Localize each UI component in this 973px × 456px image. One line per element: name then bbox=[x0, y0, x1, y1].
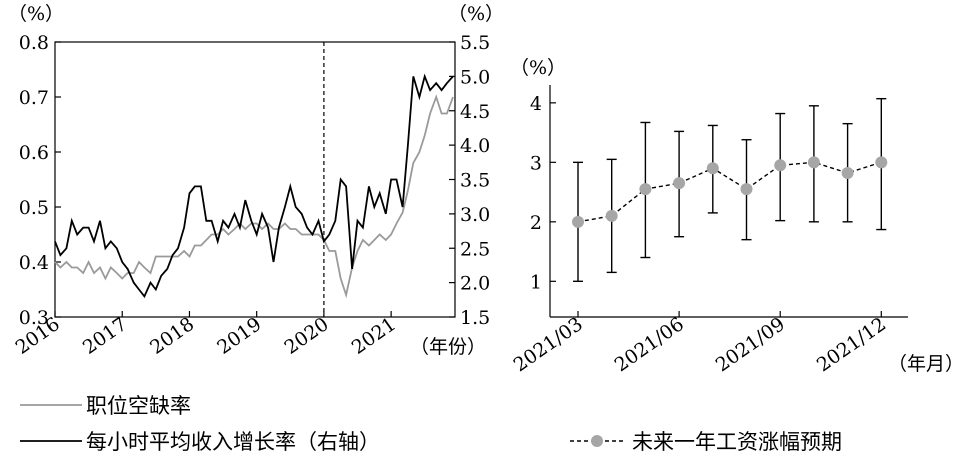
legend-expectation: 未来一年工资涨幅预期 bbox=[570, 430, 842, 454]
expectation-point bbox=[774, 159, 787, 172]
left-x-tick-label: 2017 bbox=[79, 313, 131, 359]
left-y-tick-label: 0.7 bbox=[19, 87, 49, 109]
wage-expectation-line bbox=[577, 161, 882, 223]
expectation-point bbox=[875, 156, 888, 169]
right-chart-y-tick-label: 2 bbox=[530, 212, 542, 234]
left-x-tick-label: 2018 bbox=[146, 313, 198, 359]
right-axis-unit: （%） bbox=[448, 3, 504, 25]
vacancy-rate-line bbox=[54, 94, 454, 299]
legend-vacancy: 职位空缺率 bbox=[20, 394, 191, 418]
expectation-point bbox=[673, 177, 686, 190]
right-y-tick-label: 5.5 bbox=[460, 32, 490, 54]
expectation-point bbox=[572, 215, 584, 228]
left-x-axis-label: （年份） bbox=[410, 336, 486, 358]
left-axis-unit: （%） bbox=[8, 3, 64, 25]
right-y-tick-label: 2.5 bbox=[460, 238, 490, 260]
right-y-tick-label: 3.5 bbox=[460, 170, 490, 192]
legend-vacancy-label: 职位空缺率 bbox=[86, 394, 191, 418]
right-y-tick-label: 4.0 bbox=[460, 135, 490, 157]
expectation-point bbox=[807, 156, 820, 169]
left-x-tick-label: 2020 bbox=[281, 313, 333, 359]
left-chart: 0.3 0.4 0.5 0.6 0.7 0.8 1.5 2.0 2.5 3.0 3.5 4.0 4.5… bbox=[8, 3, 504, 359]
right-chart-x-tick-label: 2021/03 bbox=[510, 313, 587, 376]
right-y-tick-label: 2.0 bbox=[460, 273, 490, 295]
right-y-tick-label: 5.0 bbox=[460, 66, 490, 88]
wage-growth-line bbox=[54, 73, 454, 299]
left-y-tick-label: 0.3 bbox=[19, 307, 49, 329]
expectation-point bbox=[706, 162, 719, 175]
legend-expectation-label: 未来一年工资涨幅预期 bbox=[632, 430, 842, 454]
right-y-tick-label: 1.5 bbox=[460, 307, 490, 329]
left-y-tick-label: 0.6 bbox=[19, 142, 49, 164]
left-x-tick-label: 2021 bbox=[348, 313, 400, 359]
right-chart-x-tick-label: 2021/06 bbox=[611, 313, 688, 376]
right-chart-y-tick-label: 3 bbox=[530, 152, 542, 174]
expectation-point bbox=[605, 209, 618, 222]
right-y-tick-label: 3.0 bbox=[460, 204, 490, 226]
right-chart-x-axis-label: （年月） bbox=[888, 353, 964, 375]
left-y-tick-label: 0.8 bbox=[19, 32, 49, 54]
left-x-tick-label: 2019 bbox=[213, 313, 265, 359]
right-chart-y-tick-label: 1 bbox=[530, 271, 542, 293]
right-chart-y-unit: （%） bbox=[510, 57, 566, 79]
legend-wage-label: 每小时平均收入增长率（右轴） bbox=[86, 430, 380, 454]
right-chart-x-tick-label: 2021/12 bbox=[813, 313, 890, 376]
expectation-point bbox=[639, 183, 652, 196]
right-y-tick-label: 4.5 bbox=[460, 101, 490, 123]
legend-expectation-marker bbox=[591, 435, 603, 447]
expectation-point bbox=[841, 167, 854, 180]
right-chart-y-tick-label: 4 bbox=[530, 93, 542, 115]
legend-wage: 每小时平均收入增长率（右轴） bbox=[20, 430, 380, 454]
left-y-tick-label: 0.4 bbox=[19, 252, 49, 274]
right-chart-x-tick-label: 2021/09 bbox=[712, 313, 789, 376]
right-chart: 1 2 3 4 2021/03 2021/06 2021/09 2021/12 （%） （年… bbox=[510, 57, 964, 376]
left-y-tick-label: 0.5 bbox=[19, 197, 49, 219]
expectation-point bbox=[740, 183, 753, 196]
